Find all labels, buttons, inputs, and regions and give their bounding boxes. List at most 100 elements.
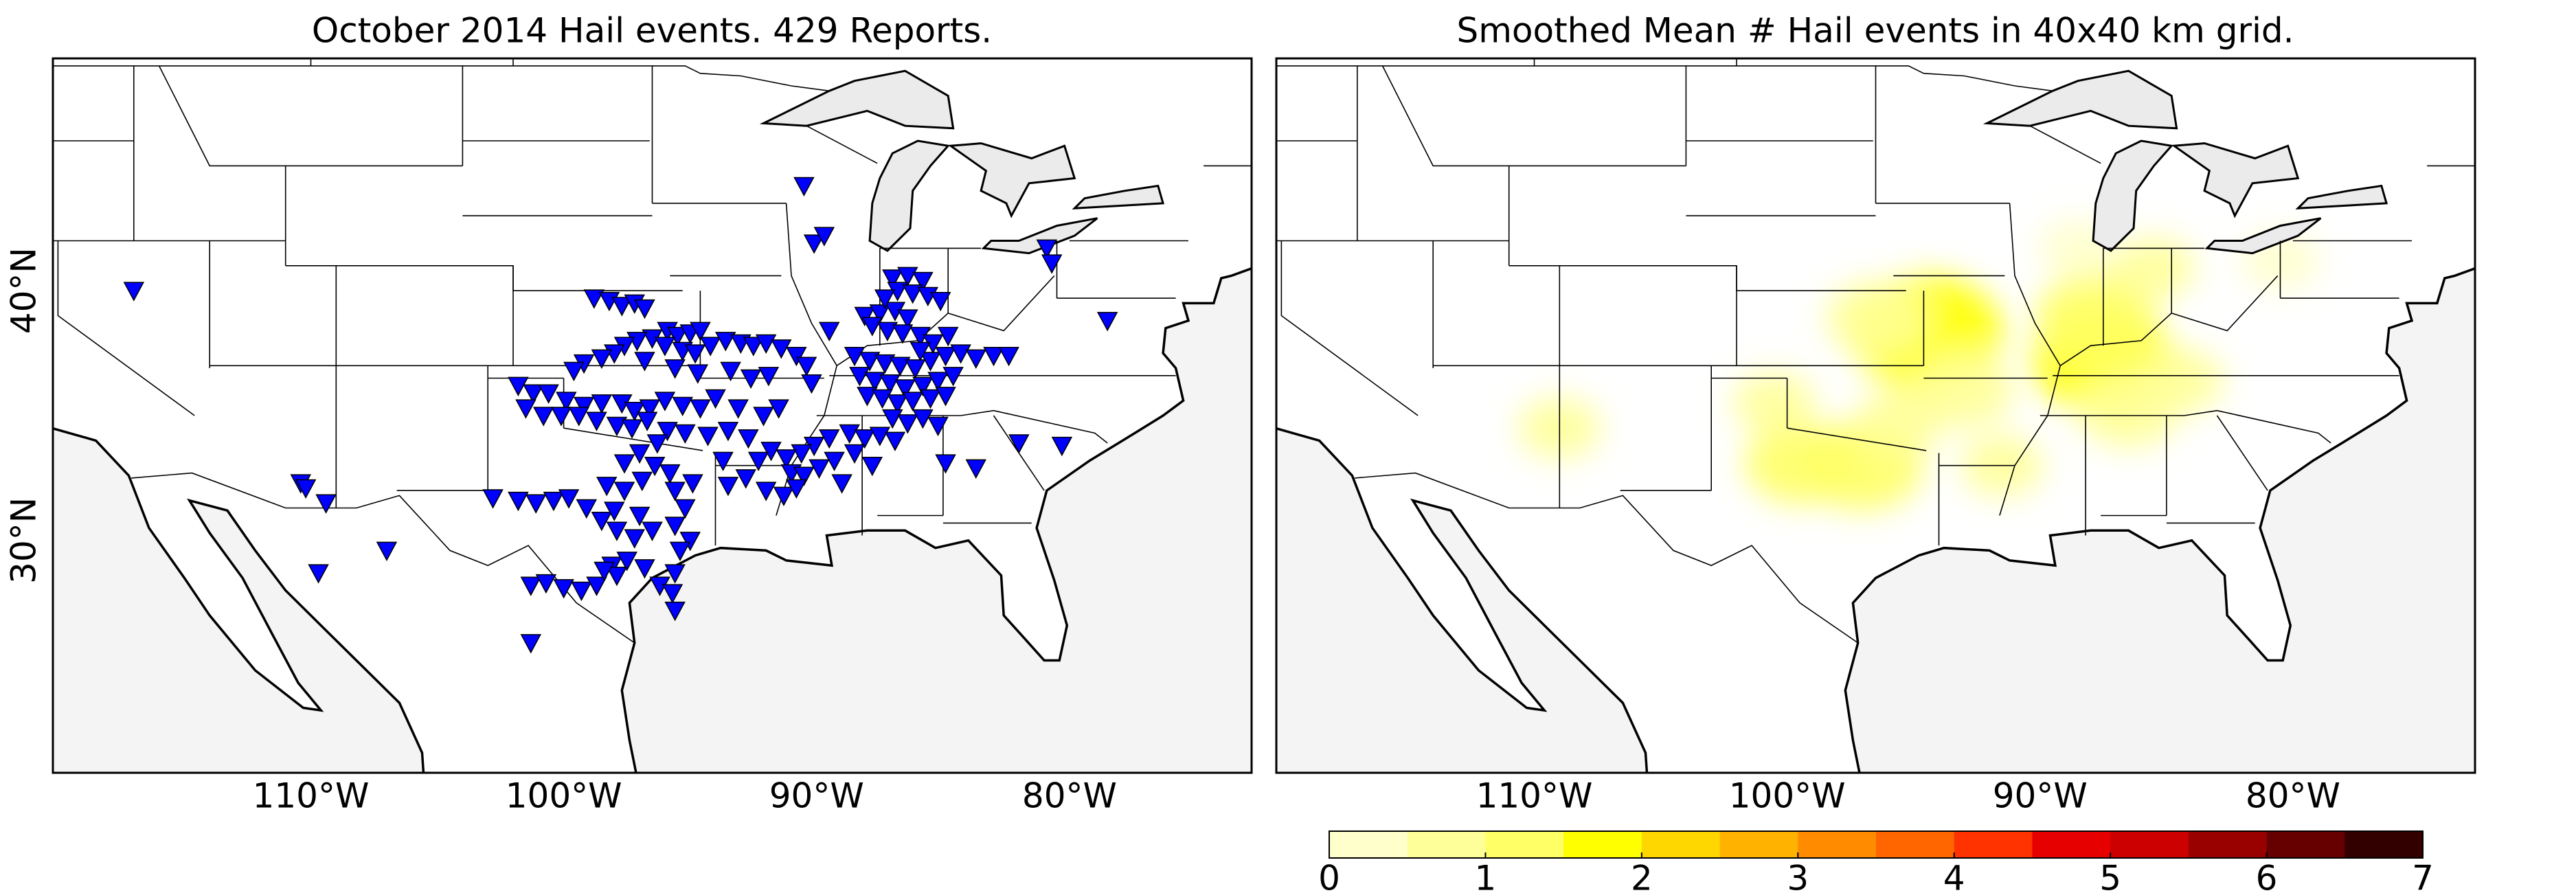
hail-report bbox=[629, 444, 651, 464]
hail-report bbox=[818, 429, 840, 449]
hail-report bbox=[809, 459, 830, 479]
hail-report bbox=[902, 284, 923, 304]
hail-report bbox=[935, 387, 956, 407]
hail-report bbox=[715, 332, 736, 352]
hail-report bbox=[679, 532, 701, 552]
hail-report bbox=[965, 349, 986, 369]
hail-report bbox=[909, 341, 931, 362]
colorbar-cell bbox=[2266, 831, 2345, 858]
hail-report bbox=[664, 359, 686, 379]
hail-report bbox=[927, 416, 949, 437]
map bbox=[1276, 58, 2475, 773]
colorbar-cell bbox=[1485, 831, 1564, 858]
hail-report bbox=[644, 456, 666, 477]
hail-report bbox=[773, 486, 795, 506]
hail-report bbox=[606, 416, 628, 437]
hail-report bbox=[629, 506, 651, 527]
hail-report bbox=[482, 489, 504, 509]
hail-report bbox=[884, 431, 906, 451]
chart-title: Smoothed Mean # Hail events in 40x40 km … bbox=[1456, 11, 2294, 51]
hail-report bbox=[872, 389, 893, 409]
hail-report bbox=[596, 477, 618, 497]
hail-report bbox=[793, 466, 815, 486]
border bbox=[2059, 275, 2279, 366]
hail-report bbox=[912, 409, 934, 429]
map-frame bbox=[52, 57, 1253, 774]
hail-report bbox=[573, 396, 595, 417]
hail-report bbox=[667, 326, 688, 347]
hail-report bbox=[613, 454, 635, 474]
hail-report bbox=[606, 566, 628, 587]
hail-report bbox=[690, 399, 711, 419]
hail-report bbox=[813, 227, 835, 247]
hail-report bbox=[717, 422, 739, 442]
lake bbox=[947, 142, 1076, 218]
hail-report bbox=[594, 561, 615, 582]
colorbar-cell bbox=[2188, 831, 2268, 858]
hail-report bbox=[902, 392, 923, 411]
hail-report bbox=[550, 407, 572, 427]
hail-report bbox=[824, 451, 845, 472]
hail-report bbox=[538, 384, 559, 404]
hail-report bbox=[897, 414, 918, 434]
hail-report bbox=[525, 494, 547, 514]
lake bbox=[981, 217, 1098, 255]
hail-report bbox=[616, 552, 637, 572]
x-tick-label: 110°W bbox=[253, 776, 370, 816]
hail-report bbox=[831, 474, 852, 494]
lake bbox=[2295, 184, 2388, 210]
colorbar-tick-label: 3 bbox=[1787, 859, 1809, 893]
hail-report bbox=[942, 367, 964, 387]
field-blob bbox=[1826, 281, 1925, 356]
hail-report bbox=[753, 407, 774, 427]
hail-report bbox=[315, 494, 337, 514]
hail-report bbox=[793, 177, 815, 197]
hail-report bbox=[639, 399, 661, 419]
border bbox=[1276, 65, 2053, 92]
hail-report bbox=[869, 304, 891, 324]
hail-report bbox=[929, 291, 951, 312]
hail-report bbox=[556, 392, 577, 411]
colorbar-tick-label: 2 bbox=[1631, 859, 1653, 893]
field-blob bbox=[1745, 422, 1855, 505]
x-tick-label: 100°W bbox=[1729, 776, 1846, 816]
hail-report bbox=[965, 459, 986, 479]
hail-report bbox=[664, 601, 686, 622]
hail-report bbox=[803, 234, 825, 254]
hail-report bbox=[937, 326, 959, 347]
hail-report bbox=[659, 464, 681, 484]
hail-report bbox=[697, 427, 719, 447]
hail-report bbox=[662, 584, 683, 604]
hail-report bbox=[738, 429, 759, 449]
hail-report bbox=[624, 529, 645, 549]
hail-report bbox=[634, 352, 655, 372]
hail-report bbox=[839, 424, 860, 444]
hail-report bbox=[920, 352, 941, 372]
hail-report bbox=[669, 541, 691, 561]
hail-report bbox=[864, 372, 885, 392]
hail-report bbox=[743, 337, 765, 357]
colorbar-tick-label: 1 bbox=[1475, 859, 1497, 893]
hail-report bbox=[861, 456, 883, 477]
field-blob bbox=[1857, 387, 1945, 454]
hail-report bbox=[642, 521, 663, 541]
hail-report bbox=[950, 344, 971, 364]
hail-report bbox=[586, 411, 607, 431]
hail-report bbox=[854, 429, 875, 449]
x-tick-label: 90°W bbox=[769, 776, 864, 816]
hail-report bbox=[515, 399, 536, 419]
hail-report bbox=[935, 346, 956, 367]
x-tick-label: 80°W bbox=[1022, 776, 1117, 816]
hail-report bbox=[508, 376, 529, 396]
hail-report bbox=[998, 346, 1019, 367]
lake bbox=[2204, 217, 2322, 255]
hail-report bbox=[508, 491, 529, 512]
lake bbox=[1072, 184, 1165, 210]
hail-report bbox=[760, 442, 782, 462]
hail-report bbox=[520, 634, 542, 654]
hail-report bbox=[712, 451, 734, 472]
hail-report bbox=[664, 517, 686, 536]
hail-report bbox=[881, 269, 903, 289]
hail-report bbox=[892, 324, 914, 344]
